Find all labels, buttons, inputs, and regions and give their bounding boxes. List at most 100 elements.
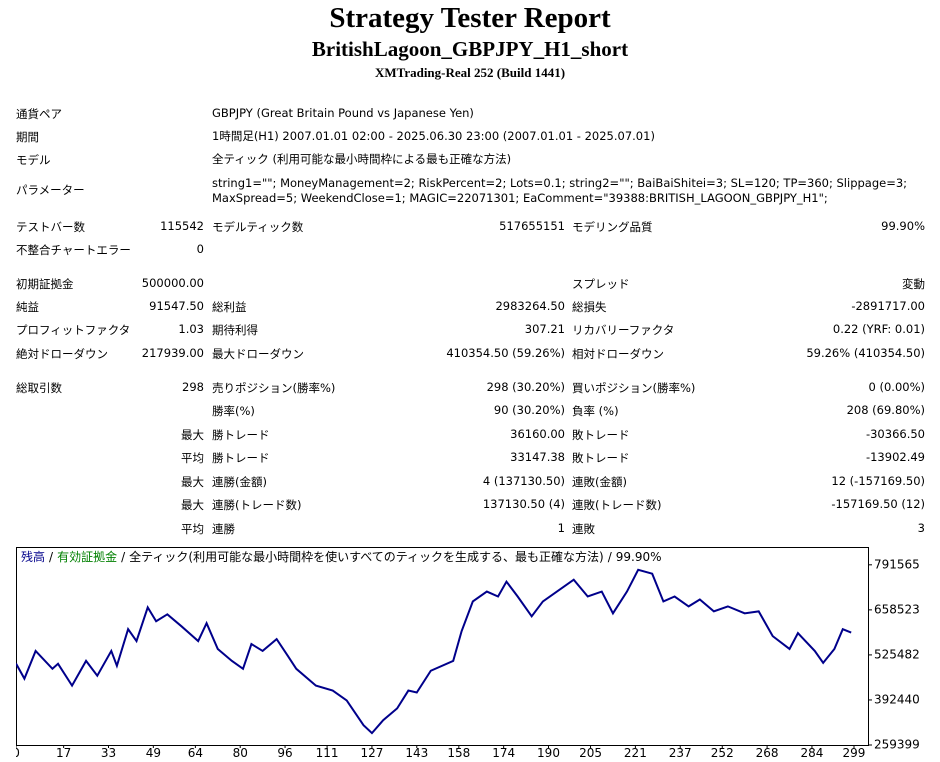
- stat-label: スプレッド: [572, 277, 630, 291]
- stat-value: 平均: [181, 451, 204, 465]
- stat-value: 最大: [181, 428, 204, 442]
- stat-label: 連勝(金額): [212, 475, 267, 489]
- x-tick-label: 0: [16, 746, 20, 760]
- plot-frame: [16, 547, 869, 746]
- stat-label: 純益: [16, 300, 39, 314]
- x-tick-label: 143: [405, 746, 428, 760]
- x-tick-label: 205: [579, 746, 602, 760]
- stat-value: 307.21: [524, 322, 565, 336]
- info-value: string1=""; MoneyManagement=2; RiskPerce…: [212, 176, 908, 205]
- stat-value: 変動: [902, 277, 925, 291]
- stat-label: 連敗(トレード数): [572, 498, 662, 512]
- stat-value: 137130.50 (4): [482, 497, 565, 511]
- stat-label: 初期証拠金: [16, 277, 74, 291]
- x-tick-label: 96: [277, 746, 292, 760]
- stat-label: プロフィットファクタ: [16, 323, 131, 337]
- stat-label: リカバリーファクタ: [572, 323, 675, 337]
- x-tick-label: 127: [360, 746, 383, 760]
- stat-label: 不整合チャートエラー: [16, 243, 131, 257]
- stat-value: 517655151: [499, 219, 565, 233]
- stat-label: 連敗: [572, 522, 595, 536]
- info-label: 通貨ペア: [16, 107, 62, 121]
- stat-value: 36160.00: [510, 427, 565, 441]
- x-tick-label: 158: [447, 746, 470, 760]
- stat-value: 0.22 (YRF: 0.01): [832, 322, 925, 336]
- balance-line: [16, 568, 852, 735]
- stat-label: 敗トレード: [572, 428, 630, 442]
- report-subtitle: BritishLagoon_GBPJPY_H1_short: [311, 37, 629, 61]
- stat-value: 217939.00: [141, 346, 204, 360]
- y-tick-label: 259399: [874, 738, 920, 752]
- stat-value: 500000.00: [141, 276, 204, 290]
- y-tick-label: 392440: [874, 692, 920, 706]
- x-tick-label: 17: [56, 746, 71, 760]
- stat-value: -13902.49: [865, 450, 925, 464]
- x-tick-label: 299: [843, 746, 866, 760]
- balance-chart: 259399 392440 525482 658523 791565 0 17 33 49 64 8…: [16, 547, 920, 760]
- legend-separator: /: [121, 550, 126, 564]
- stat-value: 33147.38: [510, 450, 565, 464]
- x-tick-label: 237: [669, 746, 692, 760]
- stat-value: 12 (-157169.50): [831, 474, 925, 488]
- stat-label: 売りポジション(勝率%): [212, 381, 336, 395]
- x-tick-label: 80: [233, 746, 248, 760]
- x-tick-label: 111: [316, 746, 339, 760]
- stat-value: 1.03: [178, 322, 204, 336]
- info-value: GBPJPY (Great Britain Pound vs Japanese …: [212, 106, 474, 120]
- stat-value: 最大: [181, 498, 204, 512]
- stat-label: 負率 (%): [572, 404, 619, 418]
- stat-value: -157169.50 (12): [831, 497, 925, 511]
- stat-label: テストバー数: [16, 220, 85, 234]
- info-label: パラメーター: [16, 183, 85, 197]
- stat-value: 59.26% (410354.50): [806, 346, 925, 360]
- stat-value: -2891717.00: [851, 299, 925, 313]
- info-label: モデル: [16, 153, 51, 167]
- stat-label: 勝トレード: [212, 428, 270, 442]
- info-value: 1時間足(H1) 2007.01.01 02:00 - 2025.06.30 2…: [212, 129, 655, 143]
- legend: 残高 / 有効証拠金 / 全ティック(利用可能な最小時間枠を使いすべてのティックを生成す…: [21, 549, 662, 564]
- stat-value: 298 (30.20%): [486, 380, 565, 394]
- x-tick-label: 64: [188, 746, 203, 760]
- stat-value: -30366.50: [865, 427, 925, 441]
- stat-label: 総取引数: [16, 381, 62, 395]
- y-tick-label: 791565: [874, 557, 920, 571]
- stat-value: 410354.50 (59.26%): [446, 346, 565, 360]
- y-tick-label: 658523: [874, 602, 920, 616]
- stat-label: 総損失: [572, 300, 607, 314]
- stat-value: 0: [196, 242, 204, 256]
- stat-label: 敗トレード: [572, 451, 630, 465]
- info-label: 期間: [16, 130, 39, 144]
- legend-equity: 有効証拠金: [57, 549, 117, 564]
- stat-label: 買いポジション(勝率%): [572, 381, 696, 395]
- stat-value: 99.90%: [881, 219, 925, 233]
- x-tick-label: 190: [537, 746, 560, 760]
- stat-label: モデリング品質: [572, 220, 653, 234]
- stat-value: 115542: [160, 219, 204, 233]
- stat-value: 平均: [181, 522, 204, 536]
- legend-quality: 99.90%: [616, 550, 662, 564]
- stat-value: 2983264.50: [495, 299, 565, 313]
- stat-label: 連勝(トレード数): [212, 498, 302, 512]
- stat-value: 3: [917, 521, 925, 535]
- stat-label: 勝トレード: [212, 451, 270, 465]
- stat-label: 期待利得: [212, 323, 258, 337]
- stat-label: 勝率(%): [212, 404, 255, 418]
- stat-label: 連勝: [212, 522, 235, 536]
- info-value: 全ティック (利用可能な最小時間枠による最も正確な方法): [212, 152, 512, 166]
- x-tick-label: 49: [146, 746, 161, 760]
- stat-value: 91547.50: [149, 299, 204, 313]
- stat-label: 最大ドローダウン: [212, 347, 304, 361]
- stat-value: 298: [182, 380, 204, 394]
- stat-value: 1: [557, 521, 565, 535]
- stat-value: 最大: [181, 475, 204, 489]
- stat-label: モデルティック数: [212, 220, 304, 234]
- stat-label: 相対ドローダウン: [572, 347, 664, 361]
- x-tick-label: 174: [492, 746, 515, 760]
- x-tick-label: 221: [624, 746, 647, 760]
- stat-value: 208 (69.80%): [846, 403, 925, 417]
- stat-value: 4 (137130.50): [482, 474, 565, 488]
- legend-model: 全ティック(利用可能な最小時間枠を使いすべてのティックを生成する、最も正確な方法…: [129, 549, 604, 564]
- report-title: Strategy Tester Report: [329, 2, 611, 34]
- legend-separator: /: [49, 550, 54, 564]
